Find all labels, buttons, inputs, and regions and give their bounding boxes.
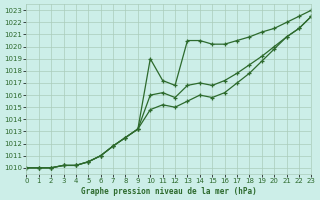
X-axis label: Graphe pression niveau de la mer (hPa): Graphe pression niveau de la mer (hPa) bbox=[81, 187, 257, 196]
